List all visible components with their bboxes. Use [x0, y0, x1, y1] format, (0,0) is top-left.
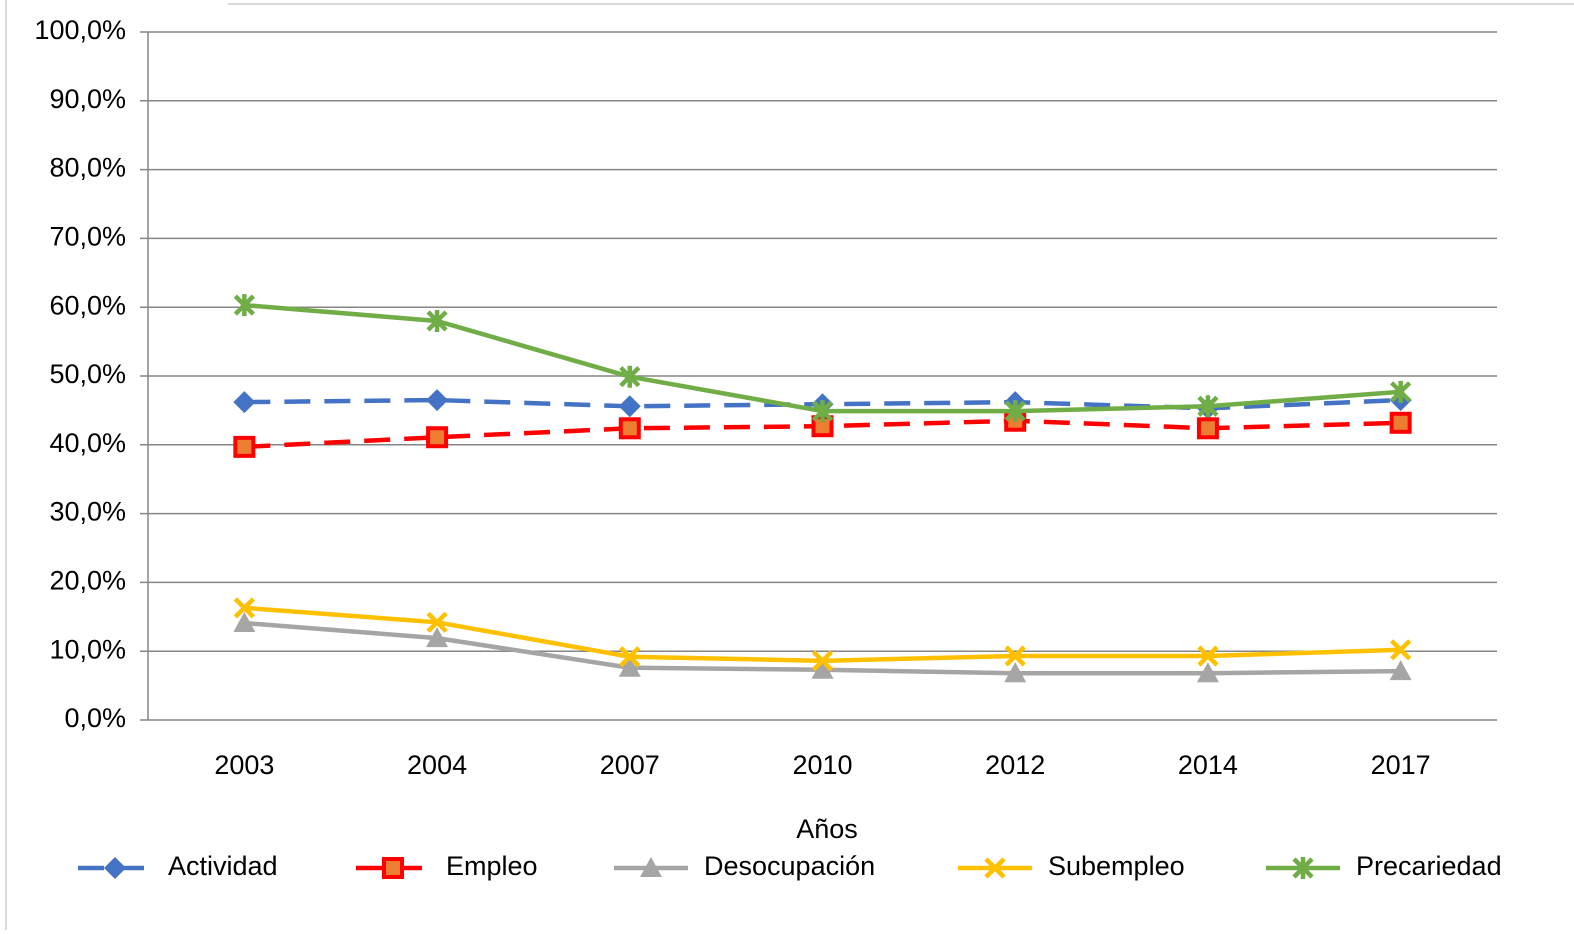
- y-tick-label: 70,0%: [49, 222, 126, 252]
- marker-part: [1197, 395, 1219, 418]
- marker-part: [104, 857, 126, 879]
- y-tick-label: 90,0%: [49, 84, 126, 114]
- marker: [1004, 400, 1026, 423]
- marker-part: [426, 426, 449, 449]
- marker: [426, 309, 448, 332]
- marker-part: [1196, 662, 1219, 683]
- marker-part: [618, 656, 641, 677]
- marker-part: [1004, 645, 1026, 667]
- y-tick-label: 80,0%: [49, 153, 126, 183]
- marker-part: [233, 391, 256, 414]
- x-axis-title: Años: [796, 814, 858, 844]
- marker-part: [382, 857, 404, 879]
- x-tick-label: 2004: [407, 750, 467, 780]
- marker: [233, 391, 256, 414]
- marker: [104, 857, 126, 879]
- marker-part: [811, 400, 834, 423]
- legend-label: Empleo: [446, 851, 538, 881]
- y-tick-label: 60,0%: [49, 290, 126, 320]
- y-tick-label: 30,0%: [49, 497, 126, 527]
- marker-part: [984, 857, 1006, 879]
- marker: [1390, 380, 1412, 403]
- marker-part: [1004, 662, 1027, 683]
- marker: [640, 857, 662, 877]
- marker-part: [426, 309, 448, 332]
- marker-part: [1389, 660, 1412, 681]
- marker: [233, 294, 255, 317]
- marker-part: [233, 597, 255, 619]
- marker-part: [811, 658, 834, 679]
- marker-part: [1004, 400, 1026, 423]
- marker: [426, 389, 449, 412]
- marker-part: [233, 294, 255, 317]
- marker: [619, 646, 641, 668]
- series-line: [244, 605, 1401, 664]
- marker: [233, 611, 256, 632]
- y-tick-label: 0,0%: [64, 703, 126, 733]
- marker: [426, 611, 448, 633]
- marker: [233, 597, 255, 619]
- marker: [382, 857, 404, 879]
- marker-part: [426, 611, 448, 633]
- marker-part: [618, 395, 641, 418]
- y-tick-label: 40,0%: [49, 428, 126, 458]
- legend-label: Precariedad: [1356, 851, 1502, 881]
- marker-part: [233, 435, 256, 458]
- marker: [811, 400, 834, 423]
- marker: [618, 656, 641, 677]
- marker: [1389, 411, 1412, 434]
- marker: [426, 627, 449, 648]
- marker-part: [618, 417, 641, 440]
- x-tick-label: 2007: [600, 750, 660, 780]
- x-tick-label: 2014: [1178, 750, 1238, 780]
- legend-label: Subempleo: [1048, 851, 1185, 881]
- marker: [1004, 662, 1027, 683]
- marker-part: [1196, 417, 1219, 440]
- marker: [1196, 417, 1219, 440]
- marker: [233, 435, 256, 458]
- marker: [1292, 857, 1314, 879]
- marker-part: [640, 857, 662, 877]
- marker-part: [1197, 645, 1219, 667]
- marker: [984, 857, 1006, 879]
- x-tick-label: 2010: [792, 750, 852, 780]
- marker: [811, 650, 834, 672]
- marker-part: [426, 627, 449, 648]
- x-tick-label: 2003: [214, 750, 274, 780]
- y-tick-label: 100,0%: [34, 15, 126, 45]
- marker: [618, 395, 641, 418]
- marker-part: [1292, 857, 1314, 879]
- y-tick-label: 50,0%: [49, 359, 126, 389]
- marker-part: [811, 650, 834, 672]
- y-tick-label: 20,0%: [49, 566, 126, 596]
- marker: [618, 417, 641, 440]
- x-tick-label: 2017: [1371, 750, 1431, 780]
- marker: [1197, 645, 1219, 667]
- marker-part: [619, 365, 641, 388]
- marker: [1390, 639, 1412, 661]
- marker: [1389, 660, 1412, 681]
- marker: [811, 658, 834, 679]
- marker-part: [1389, 411, 1412, 434]
- marker: [1197, 395, 1219, 418]
- legend-label: Desocupación: [704, 851, 875, 881]
- marker: [426, 426, 449, 449]
- x-tick-label: 2012: [985, 750, 1045, 780]
- marker: [619, 365, 641, 388]
- marker: [1004, 645, 1026, 667]
- y-tick-label: 10,0%: [49, 634, 126, 664]
- marker-part: [1390, 639, 1412, 661]
- marker-part: [619, 646, 641, 668]
- marker-part: [426, 389, 449, 412]
- marker-part: [233, 611, 256, 632]
- marker-part: [1390, 380, 1412, 403]
- legend-label: Actividad: [168, 851, 278, 881]
- marker: [1196, 662, 1219, 683]
